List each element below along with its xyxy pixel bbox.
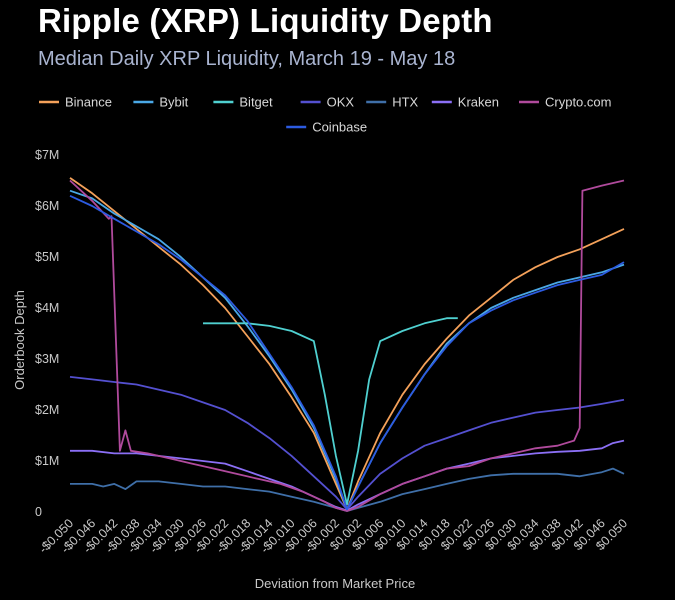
series-line-bitget (203, 317, 458, 506)
y-axis: 0 $1M $2M $3M $4M $5M $6M $7M (35, 148, 59, 519)
x-axis: -$0.050-$0.046-$0.042-$0.038-$0.034-$0.0… (36, 516, 630, 556)
chart-title: Ripple (XRP) Liquidity Depth (38, 2, 493, 39)
y-tick-label: $7M (35, 148, 59, 162)
y-tick-label: $2M (35, 403, 59, 417)
legend-label-crypto-com: Crypto.com (545, 95, 611, 110)
legend-label-bitget: Bitget (239, 95, 273, 110)
series-line-binance (69, 177, 625, 511)
legend-label-bybit: Bybit (159, 95, 188, 110)
legend-label-htx: HTX (392, 95, 418, 110)
series-line-coinbase (69, 194, 625, 511)
series-line-kraken (70, 439, 625, 512)
legend-label-coinbase: Coinbase (312, 120, 367, 135)
plot-area (69, 177, 625, 512)
x-axis-title: Deviation from Market Price (255, 576, 415, 591)
y-tick-label: $3M (35, 352, 59, 366)
y-tick-label: $4M (35, 301, 59, 315)
legend-label-binance: Binance (65, 95, 112, 110)
y-tick-label: $1M (35, 454, 59, 468)
series-line-bybit (69, 189, 625, 511)
y-tick-label: 0 (35, 505, 42, 519)
series-line-okx (69, 376, 625, 511)
legend-label-okx: OKX (327, 95, 355, 110)
chart-subtitle: Median Daily XRP Liquidity, March 19 - M… (38, 48, 456, 70)
y-axis-title: Orderbook Depth (12, 290, 27, 390)
y-tick-label: $6M (35, 199, 59, 213)
legend: Binance Bybit Bitget OKX HTX Kraken Crypto.com… (39, 95, 611, 135)
y-tick-label: $5M (35, 250, 59, 264)
legend-label-kraken: Kraken (458, 95, 499, 110)
series-line-crypto-com (69, 179, 625, 512)
